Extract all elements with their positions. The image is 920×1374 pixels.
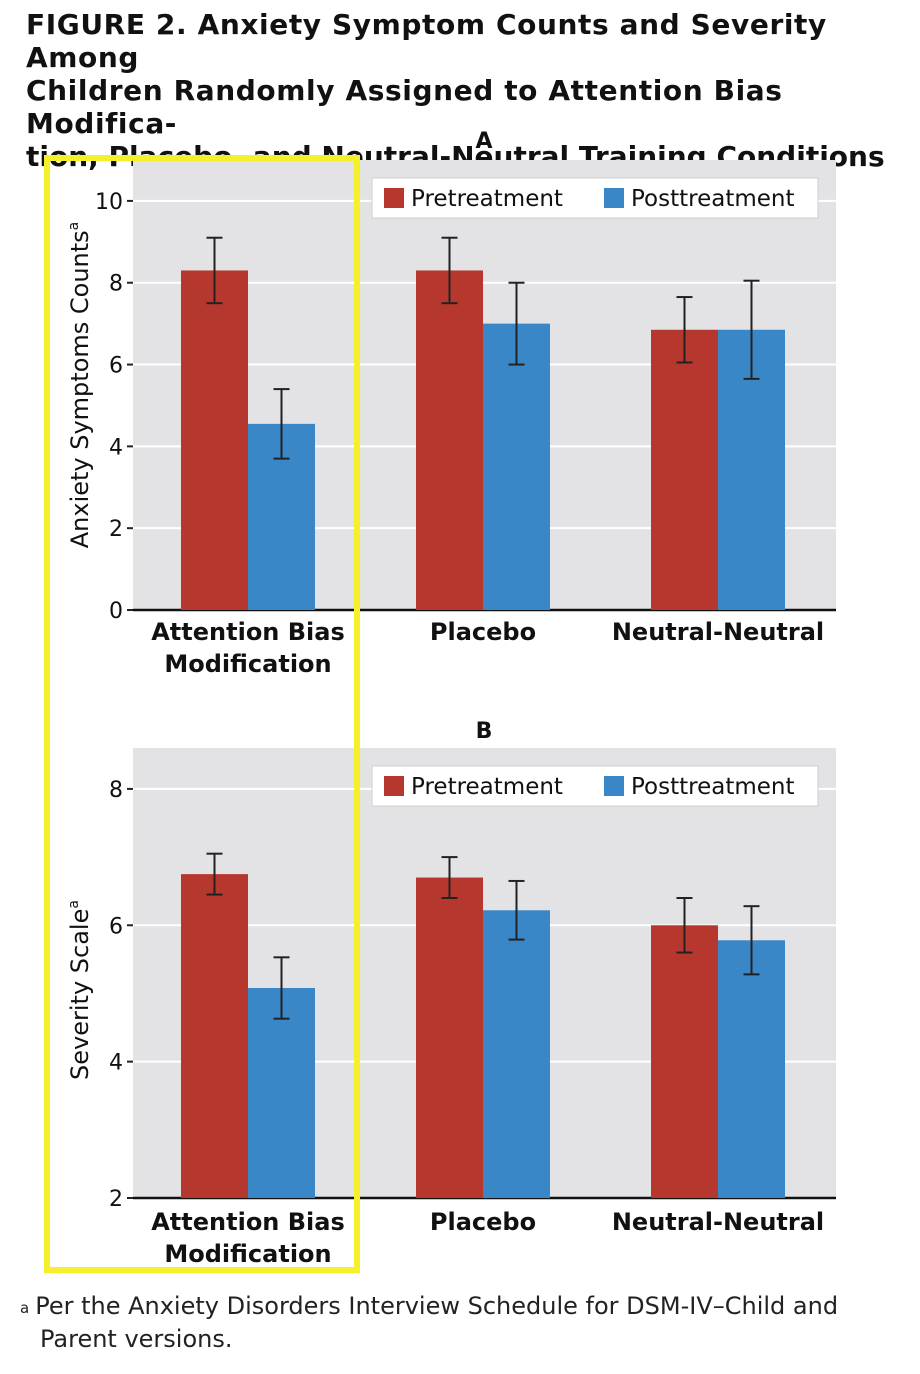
y-tick-label: 8 bbox=[109, 272, 123, 297]
bar-pretreatment-2 bbox=[651, 925, 718, 1198]
y-tick-label: 10 bbox=[95, 190, 123, 215]
legend: Pretreatment Posttreatment bbox=[371, 177, 819, 219]
bar-pretreatment-0 bbox=[181, 270, 248, 610]
footnote-marker: a bbox=[20, 1299, 30, 1317]
panel-title: A bbox=[475, 129, 492, 154]
legend-label: Pretreatment bbox=[411, 774, 563, 800]
legend: Pretreatment Posttreatment bbox=[371, 765, 819, 807]
legend-box bbox=[371, 177, 819, 219]
bar-pretreatment-0 bbox=[181, 874, 248, 1198]
legend-label: Posttreatment bbox=[631, 186, 795, 212]
legend-swatch bbox=[604, 188, 624, 208]
figure-title-line: FIGURE 2. Anxiety Symptom Counts and Sev… bbox=[26, 8, 827, 74]
legend-swatch bbox=[384, 776, 404, 796]
legend-label: Pretreatment bbox=[411, 186, 563, 212]
figure-charts: 0 2 4 6 8 10 A Anxiety Symptoms Countsa Attentio… bbox=[66, 129, 836, 1268]
y-axis-label: Anxiety Symptoms Countsa bbox=[66, 222, 94, 549]
legend-swatch bbox=[604, 776, 624, 796]
bar-posttreatment-1 bbox=[483, 910, 550, 1198]
panel-title: B bbox=[476, 719, 493, 744]
category-label: Attention Bias Modification bbox=[151, 618, 345, 678]
bar-posttreatment-2 bbox=[718, 940, 785, 1198]
bar-posttreatment-1 bbox=[483, 323, 550, 610]
bar-pretreatment-1 bbox=[416, 877, 483, 1198]
footnote-line: Parent versions. bbox=[40, 1325, 233, 1353]
legend-swatch bbox=[384, 188, 404, 208]
y-tick-label: 0 bbox=[109, 599, 123, 624]
category-label: Neutral-Neutral bbox=[612, 618, 824, 646]
y-tick-label: 6 bbox=[109, 354, 123, 379]
y-tick-label: 4 bbox=[109, 435, 123, 460]
legend-box bbox=[371, 765, 819, 807]
y-tick-label: 2 bbox=[109, 517, 123, 542]
y-axis-label: Severity Scalea bbox=[66, 900, 94, 1080]
category-label: Neutral-Neutral bbox=[612, 1208, 824, 1236]
y-tick-label: 8 bbox=[109, 778, 123, 803]
legend-label: Posttreatment bbox=[631, 774, 795, 800]
footnote: a Per the Anxiety Disorders Interview Sch… bbox=[20, 1290, 910, 1356]
bar-pretreatment-2 bbox=[651, 329, 718, 610]
bar-posttreatment-0 bbox=[248, 988, 315, 1198]
chart-panel-a: 0 2 4 6 8 10 A Anxiety Symptoms Countsa Attentio… bbox=[66, 129, 836, 678]
bar-pretreatment-1 bbox=[416, 270, 483, 610]
y-tick-label: 6 bbox=[109, 914, 123, 939]
y-tick-label: 4 bbox=[109, 1051, 123, 1076]
category-label: Placebo bbox=[430, 618, 536, 646]
category-label: Attention Bias Modification bbox=[151, 1208, 345, 1268]
chart-panel-b: 2 4 6 8 B Severity Scalea Attention Bias Modifi… bbox=[66, 719, 836, 1268]
y-tick-label: 2 bbox=[109, 1187, 123, 1212]
category-label: Placebo bbox=[430, 1208, 536, 1236]
footnote-line: Per the Anxiety Disorders Interview Sche… bbox=[35, 1292, 839, 1320]
figure-title-line: Children Randomly Assigned to Attention … bbox=[26, 74, 783, 140]
